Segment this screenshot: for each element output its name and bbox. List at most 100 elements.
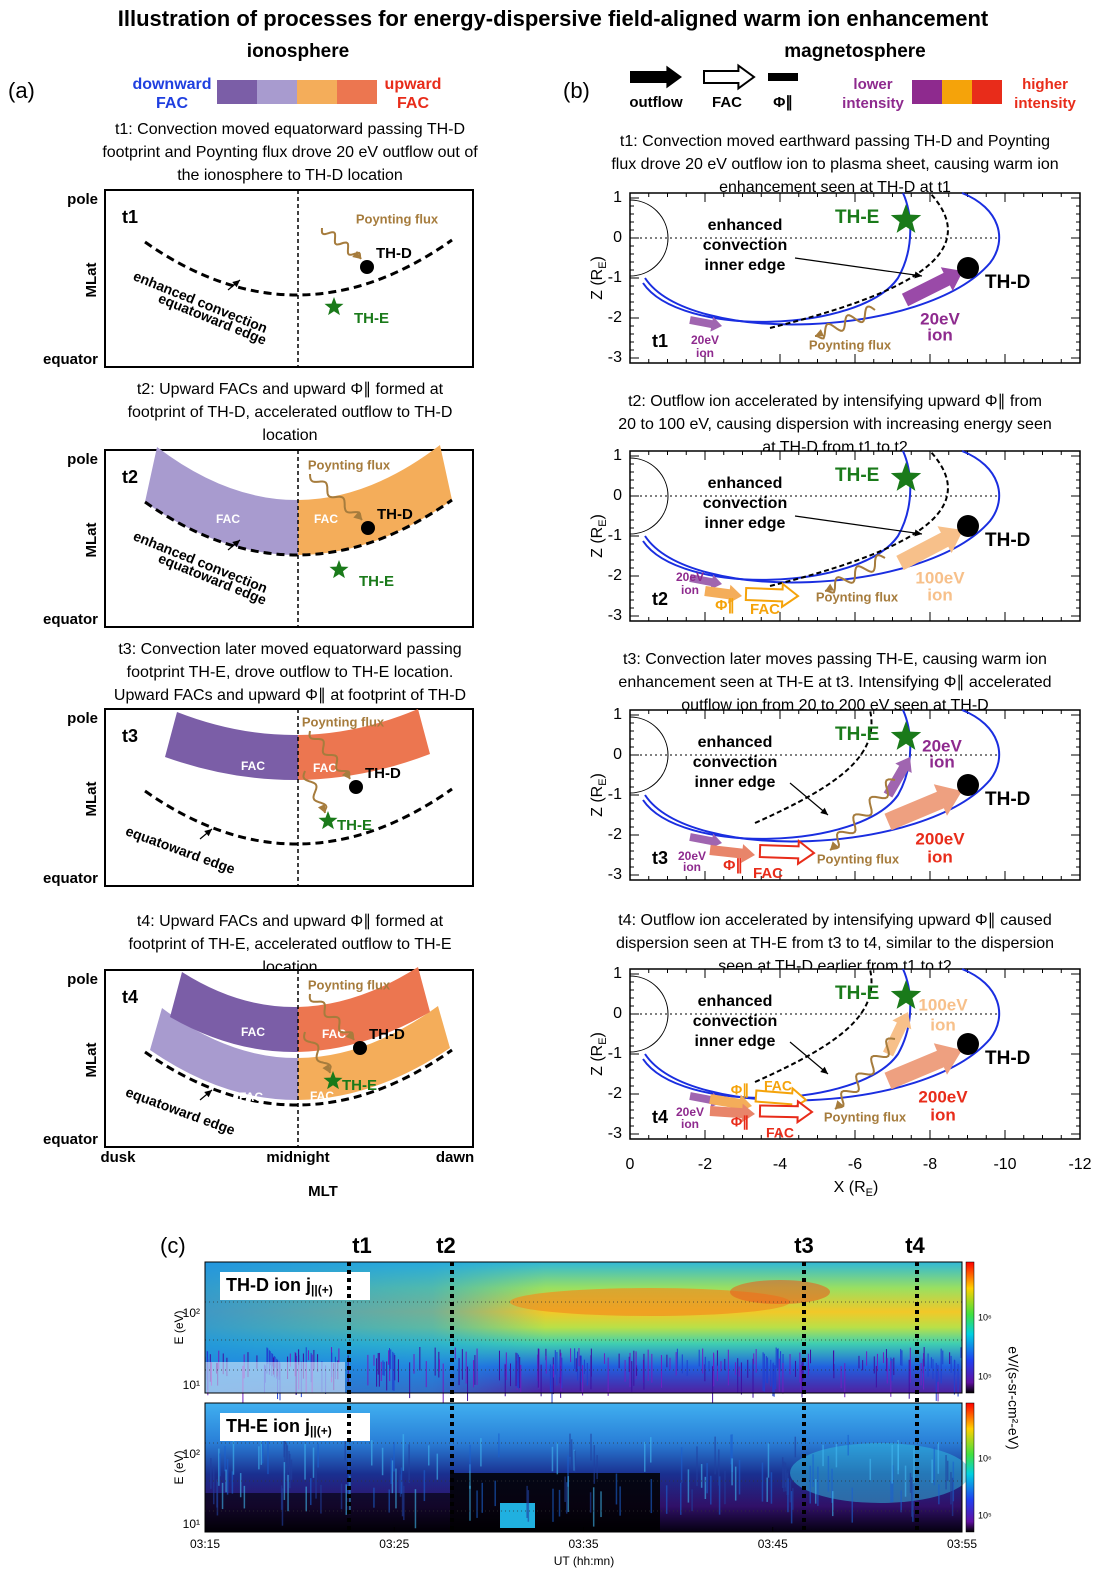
flow-label: ion xyxy=(681,1117,699,1131)
x-axis-title: UT (hh:mn) xyxy=(554,1554,614,1568)
edge-label: enhanced xyxy=(698,734,773,751)
thd-label: TH-D xyxy=(985,272,1030,293)
thd-label: TH-D xyxy=(985,530,1030,551)
colorbar xyxy=(966,1403,974,1532)
fac-label: FAC xyxy=(216,512,240,526)
axis-label: MLat xyxy=(83,782,100,817)
y-tick-label: 10² xyxy=(183,1447,200,1461)
the-label: TH-E xyxy=(835,983,879,1004)
y-tick-label: -2 xyxy=(608,1085,622,1102)
caption: t2: Outflow ion accelerated by intensify… xyxy=(628,393,1042,410)
fac-label: FAC xyxy=(313,761,337,775)
x-tick-label: -12 xyxy=(1068,1156,1091,1173)
flow-label: FAC xyxy=(750,601,780,618)
y-tick-label: 1 xyxy=(613,189,622,206)
spectrogram-dark xyxy=(205,1493,450,1532)
thd-marker xyxy=(361,521,375,535)
panel-label: (c) xyxy=(160,1233,186,1258)
legend-swatch xyxy=(297,80,337,104)
x-tick-label: 03:25 xyxy=(379,1537,409,1551)
legend-text: FAC xyxy=(712,94,742,111)
x-tick-label: 03:35 xyxy=(568,1537,598,1551)
thd-label: TH-D xyxy=(985,1048,1030,1069)
caption: footprint and Poynting flux drove 20 eV … xyxy=(102,144,478,161)
legend-text: intensity xyxy=(1014,95,1076,112)
spectrogram-title-part: TH-E ion j xyxy=(226,1416,310,1436)
thd-label: TH-D xyxy=(365,765,401,782)
axis-label: pole xyxy=(67,710,98,727)
edge-label: enhanced xyxy=(708,475,783,492)
x-tick-label: 0 xyxy=(626,1156,635,1173)
caption: Upward FACs and upward Φ∥ at footprint o… xyxy=(114,687,466,704)
flow-label: Φ∥ xyxy=(715,597,735,614)
flow-label: ion xyxy=(683,860,701,874)
flow-label: Poynting flux xyxy=(824,1109,907,1124)
caption: flux drove 20 eV outflow ion to plasma s… xyxy=(611,156,1058,173)
edge-label: convection xyxy=(693,1013,777,1030)
fac-label: FAC xyxy=(314,512,338,526)
caption: location xyxy=(262,427,317,444)
caption: t1: Convection moved equatorward passing… xyxy=(115,121,465,138)
the-label: TH-E xyxy=(359,573,394,590)
x-axis-title-part: ) xyxy=(873,1179,878,1196)
thd-marker xyxy=(957,1033,979,1055)
y-tick-label: -3 xyxy=(608,607,622,624)
axis-label: MLat xyxy=(83,523,100,558)
y-tick-label: -3 xyxy=(608,866,622,883)
y-tick-label: 0 xyxy=(613,487,622,504)
axis-label: MLat xyxy=(83,263,100,298)
flow-label: FAC xyxy=(766,1125,794,1141)
y-axis-title-part: Z (R xyxy=(589,786,606,817)
y-axis-title-part: Z (R xyxy=(589,269,606,300)
caption: dispersion seen at TH-E from t3 to t4, s… xyxy=(616,935,1054,952)
flow-label: ion xyxy=(927,325,953,344)
flow-label: Poynting flux xyxy=(809,337,892,352)
flow-label: 200eV xyxy=(918,1087,968,1106)
step-label: t4 xyxy=(122,987,138,1007)
caption: the ionosphere to TH-D location xyxy=(177,167,403,184)
legend-text: FAC xyxy=(397,95,429,112)
x-axis-title-part: E xyxy=(866,1187,873,1199)
axis-label: pole xyxy=(67,191,98,208)
y-axis-title-part: ) xyxy=(589,1032,606,1037)
y-tick-label: -1 xyxy=(608,1045,622,1062)
edge-label: enhanced xyxy=(708,217,783,234)
caption: enhancement seen at TH-E at t3. Intensif… xyxy=(618,674,1051,691)
the-label: TH-E xyxy=(354,310,389,327)
flow-label: 200eV xyxy=(915,829,965,848)
thd-marker xyxy=(353,1041,367,1055)
x-tick-label: 03:15 xyxy=(190,1537,220,1551)
x-tick-label: -2 xyxy=(698,1156,712,1173)
step-label: t3 xyxy=(652,848,668,868)
spectrogram-title-part: ||(+) xyxy=(311,1283,333,1297)
y-tick-label: 10² xyxy=(183,1306,200,1320)
y-axis-title-part: E xyxy=(597,1037,609,1044)
x-tick-label: -6 xyxy=(848,1156,862,1173)
edge-label: inner edge xyxy=(705,515,786,532)
step-label: t2 xyxy=(122,467,138,487)
flow-label: 100eV xyxy=(918,995,968,1014)
x-label: dawn xyxy=(436,1149,474,1166)
legend-swatch xyxy=(912,80,942,104)
y-tick-label: -1 xyxy=(608,786,622,803)
flow-label: Poynting flux xyxy=(816,589,899,604)
y-axis-title-part: E xyxy=(597,778,609,785)
caption: t3: Convection later moves passing TH-E,… xyxy=(623,651,1047,668)
x-label: dusk xyxy=(100,1149,136,1166)
colorbar xyxy=(966,1262,974,1393)
step-label: t3 xyxy=(122,726,138,746)
colorbar-tick: 10⁶ xyxy=(978,1453,992,1463)
caption: footprint of TH-D, accelerated outflow t… xyxy=(128,404,453,421)
legend-text: outflow xyxy=(629,94,683,111)
poynting-label: Poynting flux xyxy=(308,977,391,992)
thd-label: TH-D xyxy=(369,1026,405,1043)
x-tick-label: 03:55 xyxy=(947,1537,977,1551)
caption: 20 to 100 eV, causing dispersion with in… xyxy=(618,416,1051,433)
x-tick-label: -8 xyxy=(923,1156,937,1173)
fac-label: FAC xyxy=(239,1090,263,1104)
y-tick-label: 1 xyxy=(613,965,622,982)
y-tick-label: 0 xyxy=(613,229,622,246)
y-axis-title-part: ) xyxy=(589,256,606,261)
axis-label: equator xyxy=(43,611,98,628)
flow-label: ion xyxy=(930,1105,956,1124)
